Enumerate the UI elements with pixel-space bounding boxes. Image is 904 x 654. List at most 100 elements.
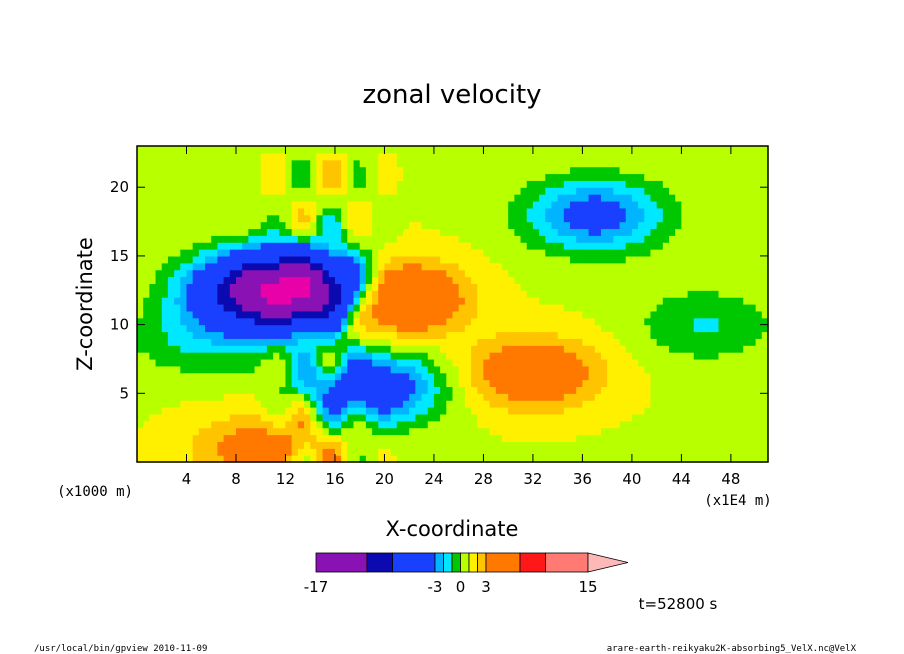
- heatmap-cell: [155, 379, 163, 388]
- heatmap-cell: [594, 180, 602, 188]
- heatmap-cell: [291, 365, 299, 374]
- heatmap-cell: [477, 331, 485, 339]
- heatmap-cell: [718, 180, 726, 188]
- heatmap-cell: [137, 297, 144, 305]
- heatmap-cell: [619, 324, 627, 333]
- heatmap-cell: [687, 187, 695, 195]
- heatmap-cell: [266, 249, 274, 257]
- heatmap-cell: [254, 269, 262, 278]
- heatmap-cell: [749, 269, 757, 278]
- heatmap-cell: [631, 441, 639, 449]
- heatmap-cell: [316, 310, 324, 319]
- heatmap-cell: [545, 372, 553, 381]
- heatmap-cell: [223, 455, 231, 463]
- heatmap-cell: [223, 235, 231, 243]
- heatmap-cell: [607, 386, 614, 394]
- heatmap-cell: [706, 324, 713, 333]
- heatmap-cell: [662, 324, 670, 333]
- heatmap-cell: [279, 427, 287, 436]
- heatmap-cell: [539, 324, 546, 333]
- heatmap-cell: [310, 379, 318, 388]
- heatmap-cell: [675, 379, 682, 388]
- heatmap-cell: [724, 427, 732, 436]
- heatmap-cell: [501, 352, 509, 360]
- heatmap-cell: [192, 310, 200, 319]
- heatmap-cell: [483, 379, 491, 388]
- heatmap-cell: [446, 352, 454, 360]
- heatmap-cell: [532, 393, 540, 401]
- heatmap-cell: [600, 427, 608, 436]
- heatmap-cell: [551, 352, 559, 360]
- heatmap-cell: [730, 159, 738, 168]
- heatmap-cell: [600, 324, 608, 333]
- heatmap-cell: [532, 159, 540, 168]
- heatmap-cell: [167, 146, 175, 154]
- heatmap-cell: [235, 324, 243, 333]
- heatmap-cell: [266, 345, 274, 353]
- heatmap-cell: [149, 338, 157, 346]
- heatmap-cell: [588, 413, 596, 422]
- heatmap-cell: [174, 255, 181, 264]
- heatmap-cell: [304, 200, 311, 209]
- heatmap-cell: [600, 317, 608, 326]
- heatmap-cell: [403, 262, 410, 271]
- heatmap-cell: [217, 262, 225, 271]
- heatmap-cell: [644, 146, 652, 154]
- heatmap-cell: [285, 352, 293, 360]
- heatmap-cell: [186, 372, 194, 381]
- heatmap-cell: [248, 187, 256, 195]
- heatmap-cell: [576, 249, 584, 257]
- heatmap-cell: [254, 200, 262, 209]
- heatmap-cell: [681, 228, 689, 236]
- heatmap-cell: [675, 228, 682, 236]
- heatmap-cell: [180, 242, 188, 250]
- heatmap-cell: [211, 200, 219, 209]
- heatmap-cell: [631, 146, 639, 154]
- heatmap-cell: [644, 235, 652, 243]
- heatmap-cell: [285, 283, 293, 291]
- heatmap-cell: [514, 249, 522, 257]
- heatmap-cell: [706, 331, 713, 339]
- heatmap-cell: [328, 331, 336, 339]
- heatmap-cell: [662, 221, 670, 230]
- heatmap-cell: [526, 180, 534, 188]
- heatmap-cell: [285, 455, 293, 463]
- heatmap-cell: [607, 159, 614, 168]
- heatmap-cell: [526, 407, 534, 415]
- heatmap-cell: [638, 200, 645, 209]
- heatmap-cell: [372, 269, 379, 278]
- heatmap-cell: [724, 255, 732, 264]
- heatmap-cell: [285, 358, 293, 367]
- heatmap-cell: [570, 407, 577, 415]
- time-label: t=52800 s: [639, 595, 718, 613]
- heatmap-cell: [285, 173, 293, 181]
- heatmap-cell: [551, 221, 559, 230]
- heatmap-cell: [545, 413, 553, 422]
- heatmap-cell: [520, 290, 528, 298]
- heatmap-cell: [631, 448, 639, 456]
- heatmap-cell: [464, 317, 472, 326]
- heatmap-cell: [322, 297, 330, 305]
- heatmap-cell: [390, 455, 398, 463]
- heatmap-cell: [576, 400, 584, 408]
- heatmap-cell: [464, 448, 472, 456]
- heatmap-cell: [588, 200, 596, 209]
- heatmap-cell: [730, 228, 738, 236]
- heatmap-cell: [501, 200, 509, 209]
- heatmap-cell: [161, 345, 169, 353]
- heatmap-cell: [514, 173, 522, 181]
- heatmap-cell: [650, 255, 658, 264]
- heatmap-cell: [631, 283, 639, 291]
- heatmap-cell: [557, 324, 565, 333]
- heatmap-cell: [644, 407, 652, 415]
- heatmap-cell: [155, 194, 163, 202]
- heatmap-cell: [235, 379, 243, 388]
- heatmap-cell: [161, 235, 169, 243]
- heatmap-cell: [205, 152, 212, 161]
- heatmap-cell: [347, 352, 355, 360]
- heatmap-cell: [712, 207, 720, 216]
- heatmap-cell: [235, 283, 243, 291]
- heatmap-cell: [365, 262, 373, 271]
- heatmap-cell: [508, 242, 515, 250]
- heatmap-cell: [551, 413, 559, 422]
